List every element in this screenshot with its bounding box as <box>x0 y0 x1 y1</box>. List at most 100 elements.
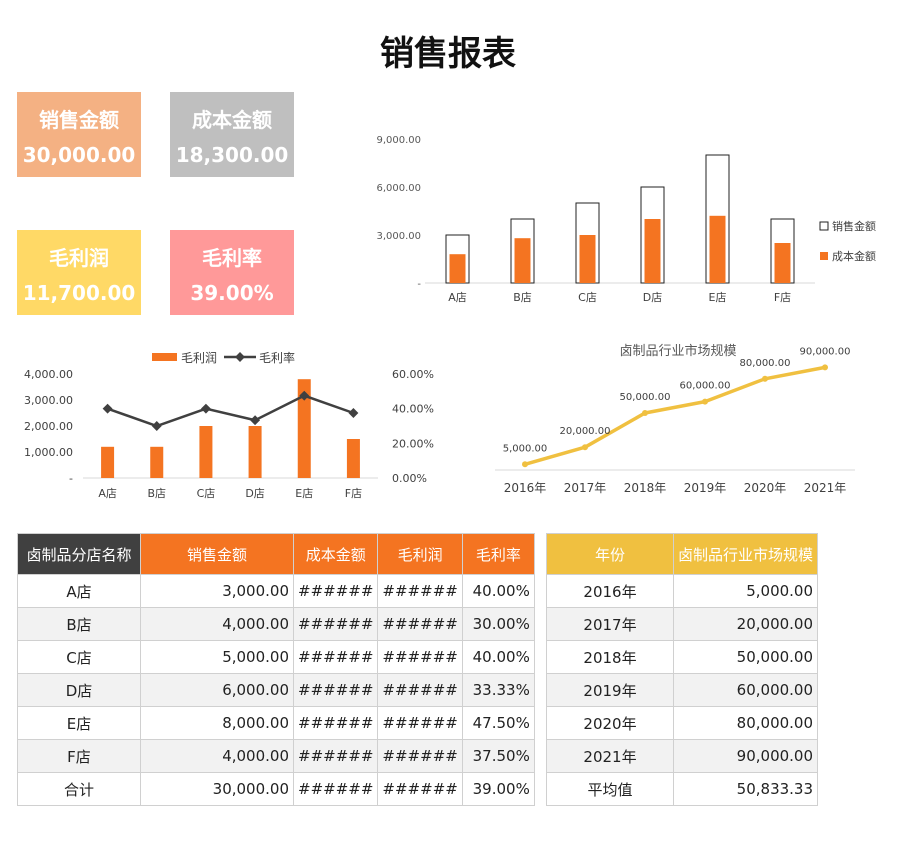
store-table-cell[interactable]: ###### <box>292 640 379 674</box>
chart1-x-tick-label: A店 <box>448 290 467 304</box>
chart2-margin-point <box>200 403 211 414</box>
market-table-cell[interactable]: 2020年 <box>546 706 674 740</box>
chart2-y-right-tick-label: 20.00% <box>392 437 434 450</box>
store-table-cell[interactable]: ###### <box>377 673 463 707</box>
market-table-header-cell: 卤制品行业市场规模 <box>672 533 819 575</box>
market-table-cell[interactable]: 2018年 <box>546 640 674 674</box>
kpi-margin-value: 39.00% <box>190 281 274 305</box>
chart2-x-tick-label: C店 <box>197 486 216 500</box>
store-table-cell[interactable]: 37.50% <box>461 739 535 773</box>
chart2-margin-point <box>151 421 162 431</box>
chart1-cost-bar <box>774 243 791 283</box>
page-title: 销售报表 <box>380 34 516 74</box>
store-table-row: C店 5,000.00 ###### ###### 40.00% <box>17 640 535 674</box>
market-table-cell[interactable]: 2021年 <box>546 739 674 773</box>
market-table-row: 2018年 50,000.00 <box>546 640 819 674</box>
chart2-margin-point <box>102 403 113 414</box>
store-table-cell[interactable]: A店 <box>17 574 141 608</box>
market-table-cell[interactable]: 2019年 <box>546 673 674 707</box>
chart3-data-label: 20,000.00 <box>560 426 611 437</box>
market-table-cell[interactable]: 2016年 <box>546 574 674 608</box>
store-table-row: A店 3,000.00 ###### ###### 40.00% <box>17 574 535 608</box>
chart2-legend-profit-swatch <box>152 353 177 361</box>
market-table-cell[interactable]: 50,833.33 <box>672 772 819 806</box>
store-table-cell[interactable]: F店 <box>17 739 141 773</box>
store-table-cell[interactable]: ###### <box>292 706 379 740</box>
store-table-cell[interactable]: C店 <box>17 640 141 674</box>
chart3-market-point <box>702 398 708 405</box>
kpi-profit-label: 毛利润 <box>49 246 109 270</box>
market-table-cell[interactable]: 平均值 <box>546 772 674 806</box>
store-table-cell[interactable]: ###### <box>292 574 379 608</box>
chart3-x-tick-label: 2020年 <box>744 481 787 495</box>
market-table-cell[interactable]: 50,000.00 <box>672 640 819 674</box>
chart2-legend-margin-marker <box>235 352 245 362</box>
market-table-row: 2019年 60,000.00 <box>546 673 819 707</box>
market-table-cell[interactable]: 90,000.00 <box>672 739 819 773</box>
chart2-profit-bar <box>248 426 262 478</box>
kpi-cost-card: 成本金额 18,300.00 <box>170 92 294 177</box>
chart1-y-tick-label: 9,000.00 <box>376 135 421 146</box>
chart3-title: 卤制品行业市场规模 <box>619 343 736 359</box>
store-table-cell[interactable]: 8,000.00 <box>140 706 294 740</box>
chart1-cost-bar <box>579 235 596 283</box>
store-table-cell[interactable]: ###### <box>377 706 463 740</box>
chart2-y-right-tick-label: 60.00% <box>392 368 434 381</box>
chart1-x-tick-label: D店 <box>643 290 662 304</box>
chart2-profit-bar <box>346 439 360 478</box>
store-table-header-cell: 销售金额 <box>140 533 294 575</box>
market-table-row: 2021年 90,000.00 <box>546 739 819 773</box>
kpi-margin-card: 毛利率 39.00% <box>170 230 294 315</box>
market-table-cell[interactable]: 20,000.00 <box>672 607 819 641</box>
chart3-x-tick-label: 2018年 <box>624 481 667 495</box>
market-table-row: 2017年 20,000.00 <box>546 607 819 641</box>
store-table-cell[interactable]: ###### <box>292 673 379 707</box>
chart2-y-left-tick-label: 2,000.00 <box>24 420 73 433</box>
store-table-cell[interactable]: D店 <box>17 673 141 707</box>
chart3-market-point <box>522 461 528 468</box>
store-table-cell[interactable]: 33.33% <box>461 673 535 707</box>
store-table-cell[interactable]: 5,000.00 <box>140 640 294 674</box>
store-table-cell[interactable]: ###### <box>377 607 463 641</box>
store-table-cell[interactable]: ###### <box>292 772 379 806</box>
market-table-cell[interactable]: 2017年 <box>546 607 674 641</box>
store-table-row: D店 6,000.00 ###### ###### 33.33% <box>17 673 535 707</box>
store-table-cell[interactable]: 6,000.00 <box>140 673 294 707</box>
store-table-cell[interactable]: 30,000.00 <box>140 772 294 806</box>
store-table-cell[interactable]: 40.00% <box>461 640 535 674</box>
store-table: 卤制品分店名称 销售金额 成本金额 毛利润 毛利率 A店 3,000.00 ###### ##… <box>17 533 535 806</box>
store-table-cell[interactable]: 4,000.00 <box>140 607 294 641</box>
store-table-cell[interactable]: 3,000.00 <box>140 574 294 608</box>
chart1-legend-cost-label: 成本金额 <box>832 249 876 263</box>
store-table-cell[interactable]: ###### <box>377 640 463 674</box>
store-table-cell[interactable]: 4,000.00 <box>140 739 294 773</box>
store-table-cell[interactable]: 合计 <box>17 772 141 806</box>
store-table-cell[interactable]: 30.00% <box>461 607 535 641</box>
store-table-cell[interactable]: B店 <box>17 607 141 641</box>
store-table-cell[interactable]: ###### <box>292 739 379 773</box>
store-table-header-cell: 成本金额 <box>292 533 379 575</box>
store-table-cell[interactable]: 47.50% <box>461 706 535 740</box>
kpi-sales-value: 30,000.00 <box>22 143 136 167</box>
charts-canvas: - 3,000.00 6,000.00 9,000.00 A店 B店 C店 D店 E店 F店 销售金… <box>24 135 876 500</box>
chart3-x-tick-label: 2021年 <box>804 481 847 495</box>
store-table-cell[interactable]: 40.00% <box>461 574 535 608</box>
chart2-margin-point <box>348 408 359 418</box>
store-table-cell[interactable]: 39.00% <box>461 772 535 806</box>
chart2-legend-profit-label: 毛利润 <box>181 351 217 365</box>
store-table-cell[interactable]: ###### <box>292 607 379 641</box>
store-table-cell[interactable]: E店 <box>17 706 141 740</box>
market-table-cell[interactable]: 80,000.00 <box>672 706 819 740</box>
store-table-cell[interactable]: ###### <box>377 772 463 806</box>
market-table-cell[interactable]: 5,000.00 <box>672 574 819 608</box>
chart2-x-tick-label: D店 <box>245 486 264 500</box>
market-table-cell[interactable]: 60,000.00 <box>672 673 819 707</box>
store-table-cell[interactable]: ###### <box>377 574 463 608</box>
chart1-legend-sales-label: 销售金额 <box>832 219 876 233</box>
chart3-market-point <box>582 444 588 451</box>
chart3-data-label: 90,000.00 <box>800 346 851 357</box>
chart1-x-tick-label: B店 <box>513 290 532 304</box>
market-table-row: 2020年 80,000.00 <box>546 706 819 740</box>
store-table-cell[interactable]: ###### <box>377 739 463 773</box>
kpi-margin-label: 毛利率 <box>202 246 262 270</box>
